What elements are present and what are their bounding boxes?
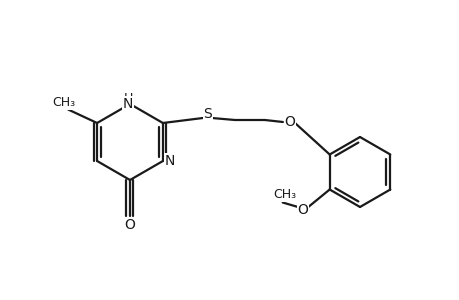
Text: N: N [164, 154, 175, 168]
Text: S: S [203, 107, 212, 121]
Text: O: O [297, 203, 308, 218]
Text: CH₃: CH₃ [273, 188, 296, 201]
Text: CH₃: CH₃ [52, 96, 75, 109]
Text: O: O [284, 115, 295, 129]
Text: H: H [123, 92, 132, 104]
Text: O: O [124, 218, 135, 232]
Text: N: N [123, 97, 133, 111]
